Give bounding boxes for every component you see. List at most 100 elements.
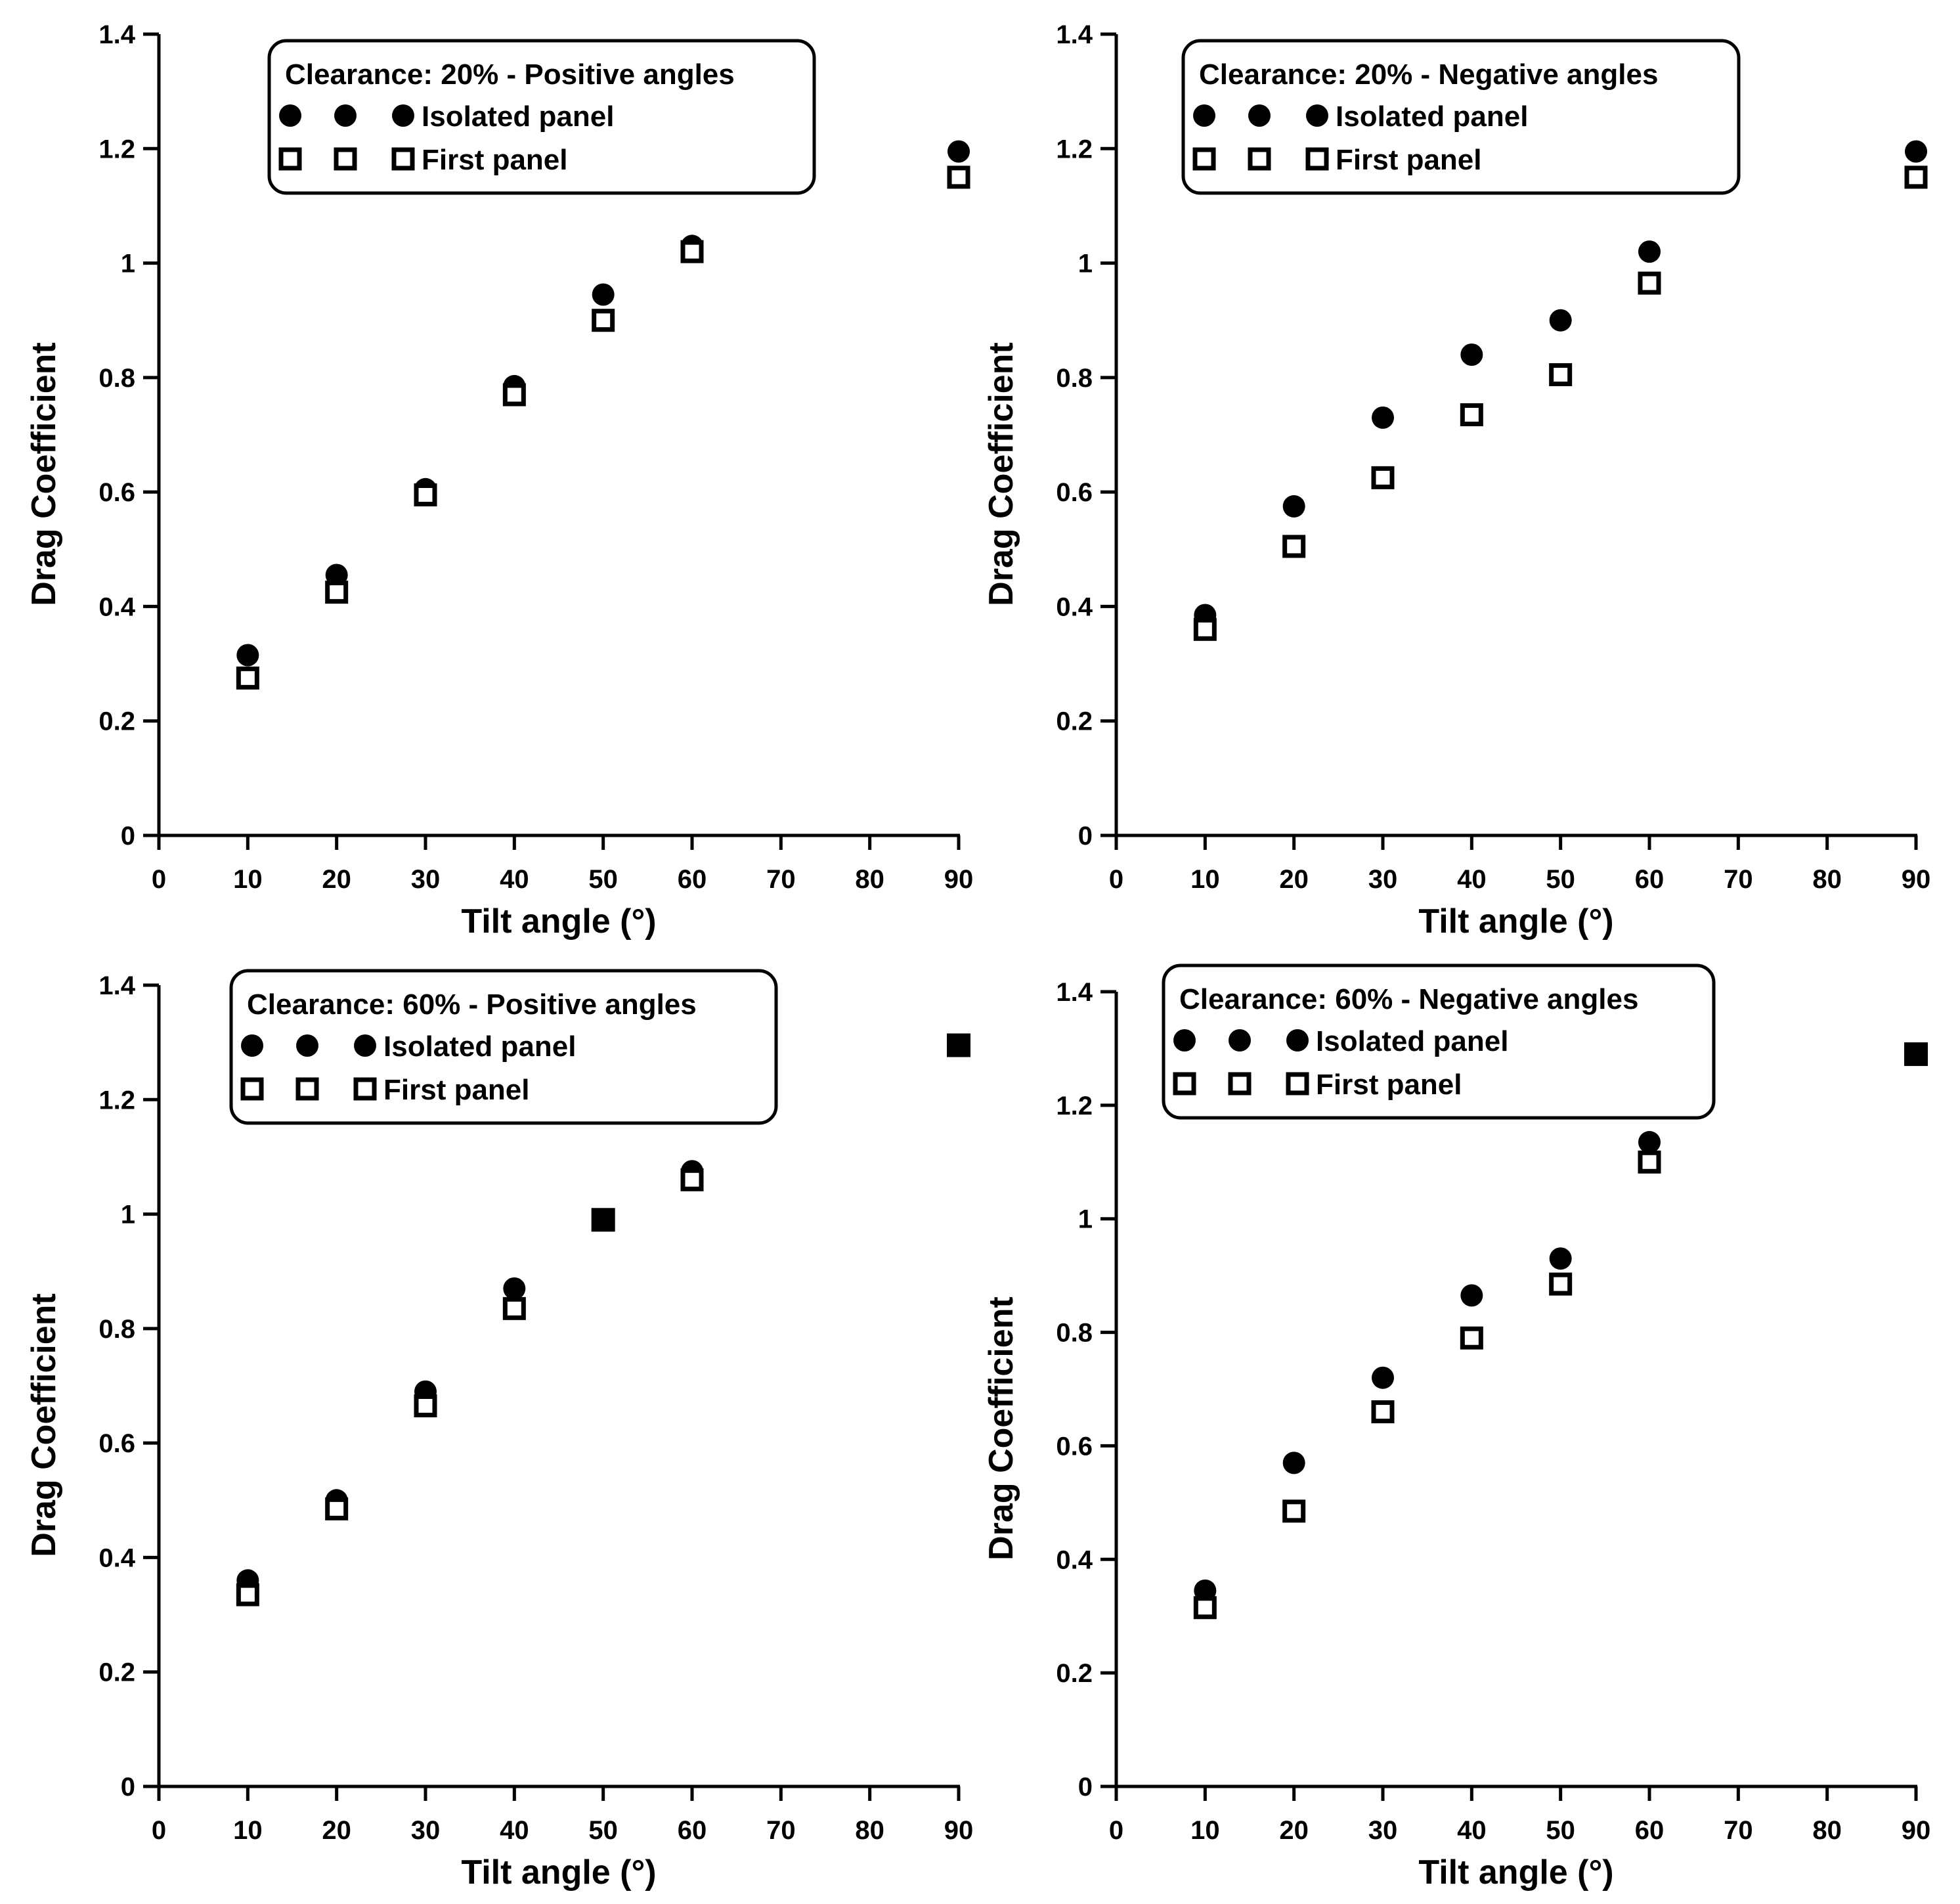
isolated-panel-point <box>1549 309 1572 332</box>
legend-first-panel-marker <box>1228 1072 1252 1096</box>
legend: Clearance: 60% - Positive angles Isolated… <box>229 969 778 1125</box>
legend: Clearance: 60% - Negative angles Isolated… <box>1162 963 1716 1120</box>
first-panel-point <box>680 1168 704 1191</box>
x-axis-title: Tilt angle (°) <box>1418 1853 1613 1892</box>
x-tick-label: 30 <box>411 1816 441 1845</box>
chart-panel-3: 0 0.2 0.4 0.6 0.8 1 1.2 1.4 0 10 20 30 40 50 60 70 80 90 T… <box>25 969 974 1892</box>
first-panel-point <box>1549 363 1573 386</box>
legend-isolated-panel-marker <box>241 1034 263 1057</box>
x-tick-label: 70 <box>766 865 796 894</box>
x-tick-label: 60 <box>678 1816 707 1845</box>
x-tick-label: 30 <box>1368 865 1398 894</box>
isolated-panel-point <box>1638 240 1661 263</box>
x-tick-label: 10 <box>1190 865 1220 894</box>
y-tick-label: 0.6 <box>98 1429 135 1458</box>
x-tick-label: 60 <box>1635 865 1665 894</box>
first-panel-point <box>414 483 437 506</box>
legend: Clearance: 20% - Positive angles Isolated… <box>267 39 816 195</box>
x-tick-label: 70 <box>766 1816 796 1845</box>
first-panel-point <box>236 1583 259 1606</box>
legend-isolated-panel-marker <box>1193 104 1215 127</box>
isolated-panel-point <box>1460 343 1483 366</box>
x-tick-label: 60 <box>678 865 707 894</box>
legend-isolated-panel-marker <box>1248 104 1271 127</box>
y-tick-label: 1.4 <box>1056 978 1093 1007</box>
y-tick-label: 1.2 <box>1056 1092 1093 1120</box>
x-tick-label: 20 <box>322 865 351 894</box>
legend-isolated-panel-marker <box>1173 1029 1196 1052</box>
isolated-panel-point <box>947 140 970 163</box>
y-tick-label: 0.6 <box>1056 478 1093 507</box>
legend-title: Clearance: 20% - Negative angles <box>1199 58 1658 91</box>
x-tick-label: 70 <box>1724 865 1753 894</box>
y-tick-label: 1.4 <box>98 20 135 49</box>
x-tick-label: 90 <box>944 1816 974 1845</box>
x-tick-label: 90 <box>944 865 974 894</box>
legend-title: Clearance: 60% - Positive angles <box>247 988 697 1021</box>
y-tick-label: 0 <box>121 822 135 851</box>
first-panel-point <box>414 1394 437 1417</box>
legend-first-panel-marker <box>295 1077 319 1101</box>
legend-first-panel-marker <box>334 147 357 171</box>
legend-first-panel-marker <box>353 1077 377 1101</box>
first-panel-point <box>947 166 970 189</box>
first-panel-point <box>325 581 349 604</box>
y-tick-label: 0.8 <box>1056 1319 1093 1348</box>
y-axis-title: Drag Coefficient <box>982 342 1020 606</box>
x-tick-label: 80 <box>855 865 884 894</box>
first-panel-point <box>1460 1326 1483 1350</box>
y-tick-label: 0.6 <box>98 478 135 507</box>
legend-series-label: First panel <box>1336 144 1482 176</box>
x-tick-label: 30 <box>1368 1816 1398 1845</box>
legend-title: Clearance: 60% - Negative angles <box>1179 983 1638 1015</box>
isolated-panel-point <box>1905 140 1927 163</box>
legend-series-label: Isolated panel <box>1336 100 1528 133</box>
x-tick-label: 90 <box>1902 865 1931 894</box>
legend-series-label: First panel <box>422 144 568 176</box>
x-tick-label: 20 <box>1279 865 1309 894</box>
x-axis-title: Tilt angle (°) <box>461 1853 656 1892</box>
legend-isolated-panel-marker <box>1229 1029 1251 1052</box>
y-tick-label: 0.6 <box>1056 1432 1093 1461</box>
x-tick-label: 50 <box>1546 1816 1575 1845</box>
x-tick-label: 40 <box>500 865 529 894</box>
y-tick-label: 1 <box>1078 250 1093 278</box>
isolated-panel-point <box>1638 1131 1661 1154</box>
legend-isolated-panel-marker <box>1286 1029 1309 1052</box>
legend-series-label: Isolated panel <box>422 100 614 133</box>
x-tick-label: 0 <box>152 865 166 894</box>
x-tick-label: 20 <box>322 1816 351 1845</box>
x-tick-label: 20 <box>1279 1816 1309 1845</box>
isolated-panel-point <box>1372 1366 1394 1389</box>
y-tick-label: 0.2 <box>98 707 135 736</box>
legend-first-panel-marker <box>1286 1072 1309 1096</box>
isolated-panel-point <box>236 644 259 667</box>
x-tick-label: 40 <box>500 1816 529 1845</box>
legend-series-label: Isolated panel <box>1316 1025 1508 1057</box>
first-panel-point <box>1193 1596 1217 1620</box>
legend-title: Clearance: 20% - Positive angles <box>285 58 735 91</box>
legend-first-panel-marker <box>1173 1072 1196 1096</box>
isolated-panel-point <box>1372 406 1394 429</box>
y-tick-label: 1 <box>121 250 135 278</box>
legend-first-panel-marker <box>240 1077 264 1101</box>
first-panel-point <box>1638 1150 1661 1174</box>
first-panel-point <box>236 666 259 690</box>
overlap-point <box>947 1033 970 1057</box>
legend-isolated-panel-marker <box>279 104 301 127</box>
first-panel-point <box>1282 1499 1306 1523</box>
y-tick-label: 1.2 <box>98 1086 135 1115</box>
first-panel-point <box>1282 535 1306 558</box>
x-tick-label: 50 <box>1546 865 1575 894</box>
y-tick-label: 1.2 <box>98 135 135 164</box>
x-tick-label: 80 <box>1812 1816 1842 1845</box>
first-panel-point <box>1638 271 1661 295</box>
legend-isolated-panel-marker <box>334 104 357 127</box>
y-tick-label: 1 <box>1078 1205 1093 1234</box>
y-tick-label: 0.2 <box>1056 1659 1093 1688</box>
y-tick-label: 0 <box>1078 1773 1093 1802</box>
legend-first-panel-marker <box>391 147 415 171</box>
y-tick-label: 0.8 <box>98 364 135 393</box>
first-panel-point <box>502 383 526 407</box>
